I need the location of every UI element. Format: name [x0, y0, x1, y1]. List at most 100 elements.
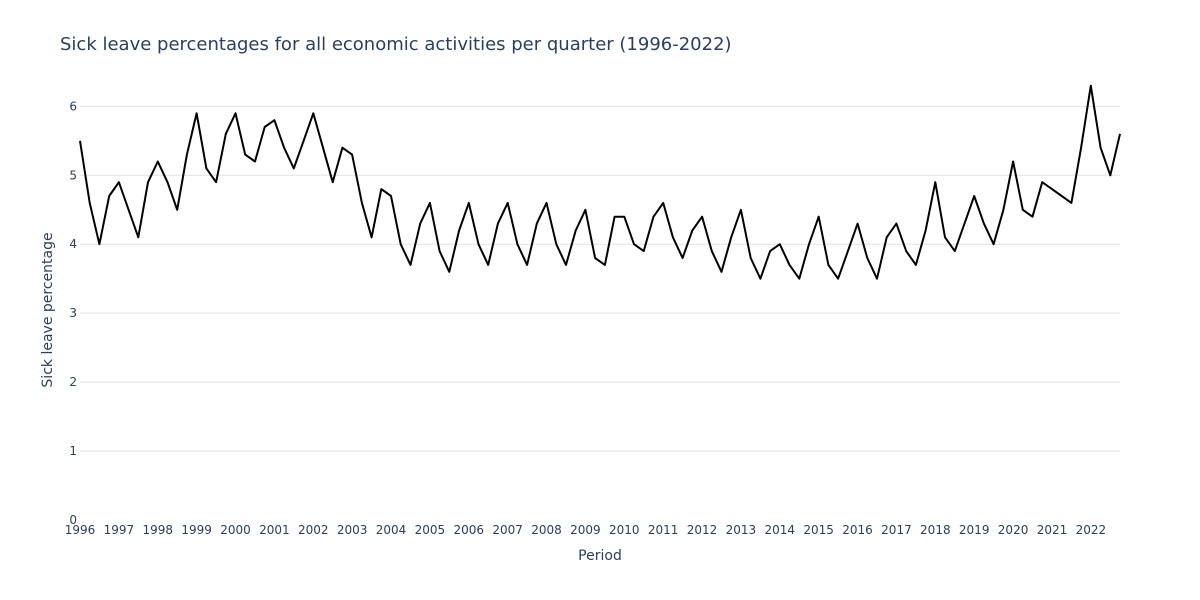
data-point[interactable]: 2011 Q2: 4.1	[670, 234, 676, 240]
data-point[interactable]: 2019 Q3: 4	[991, 241, 997, 247]
data-point[interactable]: 2010 Q4: 4.4	[651, 214, 657, 220]
data-point[interactable]: 2012 Q4: 4.1	[728, 234, 734, 240]
data-point[interactable]: 2004 Q4: 4.3	[417, 221, 423, 227]
data-point[interactable]: 2006 Q2: 4	[476, 241, 482, 247]
data-point[interactable]: 2008 Q4: 4.2	[573, 228, 579, 234]
data-point[interactable]: 2008 Q3: 3.7	[563, 262, 569, 268]
data-point[interactable]: 1999 Q2: 5.1	[203, 165, 209, 171]
data-point[interactable]: 2005 Q4: 4.2	[456, 228, 462, 234]
data-point[interactable]: 2001 Q4: 5.5	[301, 138, 307, 144]
data-point[interactable]: 2000 Q3: 5.2	[252, 159, 258, 165]
data-point[interactable]: 2014 Q1: 4	[777, 241, 783, 247]
data-point[interactable]: 2015 Q1: 4.4	[816, 214, 822, 220]
data-point[interactable]: 2006 Q4: 4.3	[495, 221, 501, 227]
data-point[interactable]: 2021 Q4: 5.4	[1078, 145, 1084, 151]
data-point[interactable]: 2013 Q4: 3.9	[767, 248, 773, 254]
data-point[interactable]: 2010 Q1: 4.4	[621, 214, 627, 220]
data-point[interactable]: 2020 Q3: 4.4	[1030, 214, 1036, 220]
data-point[interactable]: 2005 Q1: 4.6	[427, 200, 433, 206]
data-point[interactable]: 2014 Q2: 3.7	[787, 262, 793, 268]
data-point[interactable]: 1998 Q1: 5.2	[155, 159, 161, 165]
data-point[interactable]: 2005 Q2: 3.9	[437, 248, 443, 254]
data-point[interactable]: 2013 Q2: 3.8	[748, 255, 754, 261]
data-point[interactable]: 2018 Q2: 4.1	[942, 234, 948, 240]
data-point[interactable]: 2020 Q1: 5.2	[1010, 159, 1016, 165]
data-point[interactable]: 2011 Q4: 4.2	[689, 228, 695, 234]
data-point[interactable]: 2002 Q4: 5.4	[339, 145, 345, 151]
data-point[interactable]: 2022 Q3: 5	[1107, 172, 1113, 178]
data-point[interactable]: 2007 Q2: 4	[514, 241, 520, 247]
data-point[interactable]: 2021 Q3: 4.6	[1068, 200, 1074, 206]
data-point[interactable]: 2004 Q3: 3.7	[408, 262, 414, 268]
data-point[interactable]: 2004 Q1: 4.7	[388, 193, 394, 199]
data-point[interactable]: 1996 Q1: 5.5	[77, 138, 83, 144]
data-point[interactable]: 2013 Q1: 4.5	[738, 207, 744, 213]
data-point[interactable]: 2006 Q1: 4.6	[466, 200, 472, 206]
data-point[interactable]: 2002 Q3: 4.9	[330, 179, 336, 185]
data-point[interactable]: 2015 Q2: 3.7	[825, 262, 831, 268]
data-point[interactable]: 2021 Q2: 4.7	[1059, 193, 1065, 199]
data-point[interactable]: 2007 Q3: 3.7	[524, 262, 530, 268]
data-point[interactable]: 2017 Q4: 4.2	[923, 228, 929, 234]
data-point[interactable]: 2014 Q3: 3.5	[796, 276, 802, 282]
data-point[interactable]: 1999 Q3: 4.9	[213, 179, 219, 185]
data-point[interactable]: 2000 Q4: 5.7	[262, 124, 268, 130]
data-point[interactable]: 2009 Q4: 4.4	[612, 214, 618, 220]
data-point[interactable]: 2018 Q1: 4.9	[932, 179, 938, 185]
data-point[interactable]: 2008 Q1: 4.6	[544, 200, 550, 206]
data-point[interactable]: 1996 Q3: 4	[96, 241, 102, 247]
data-point[interactable]: 2009 Q2: 3.8	[592, 255, 598, 261]
data-point[interactable]: 2003 Q3: 4.1	[369, 234, 375, 240]
data-point[interactable]: 1997 Q4: 4.9	[145, 179, 151, 185]
data-point[interactable]: 2015 Q4: 3.9	[845, 248, 851, 254]
data-point[interactable]: 2022 Q2: 5.4	[1098, 145, 1104, 151]
data-point[interactable]: 1998 Q2: 4.9	[165, 179, 171, 185]
data-point[interactable]: 2010 Q2: 4	[631, 241, 637, 247]
data-point[interactable]: 2022 Q4: 5.6	[1117, 131, 1123, 137]
data-point[interactable]: 2015 Q3: 3.5	[835, 276, 841, 282]
data-point[interactable]: 2000 Q2: 5.3	[242, 152, 248, 158]
data-point[interactable]: 2008 Q2: 4	[553, 241, 559, 247]
data-point[interactable]: 2012 Q1: 4.4	[699, 214, 705, 220]
data-point[interactable]: 2017 Q1: 4.3	[893, 221, 899, 227]
data-point[interactable]: 2010 Q3: 3.9	[641, 248, 647, 254]
data-point[interactable]: 1997 Q2: 4.5	[126, 207, 132, 213]
data-point[interactable]: 1999 Q1: 5.9	[194, 110, 200, 116]
data-point[interactable]: 1998 Q4: 5.3	[184, 152, 190, 158]
data-point[interactable]: 2006 Q3: 3.7	[485, 262, 491, 268]
data-point[interactable]: 2001 Q1: 5.8	[271, 117, 277, 123]
data-point[interactable]: 2002 Q2: 5.4	[320, 145, 326, 151]
data-point[interactable]: 1999 Q4: 5.6	[223, 131, 229, 137]
data-point[interactable]: 2007 Q4: 4.3	[534, 221, 540, 227]
data-point[interactable]: 2020 Q2: 4.5	[1020, 207, 1026, 213]
data-point[interactable]: 2018 Q3: 3.9	[952, 248, 958, 254]
data-point[interactable]: 2009 Q3: 3.7	[602, 262, 608, 268]
data-point[interactable]: 2001 Q2: 5.4	[281, 145, 287, 151]
data-point[interactable]: 2017 Q2: 3.9	[903, 248, 909, 254]
data-point[interactable]: 2016 Q3: 3.5	[874, 276, 880, 282]
data-point[interactable]: 2017 Q3: 3.7	[913, 262, 919, 268]
data-point[interactable]: 1996 Q2: 4.6	[87, 200, 93, 206]
data-point[interactable]: 2011 Q1: 4.6	[660, 200, 666, 206]
data-point[interactable]: 2016 Q1: 4.3	[855, 221, 861, 227]
data-point[interactable]: 2022 Q1: 6.3	[1088, 83, 1094, 89]
data-point[interactable]: 2003 Q1: 5.3	[349, 152, 355, 158]
data-point[interactable]: 2000 Q1: 5.9	[233, 110, 239, 116]
data-point[interactable]: 2012 Q3: 3.6	[719, 269, 725, 275]
data-point[interactable]: 2009 Q1: 4.5	[582, 207, 588, 213]
data-point[interactable]: 2003 Q2: 4.6	[359, 200, 365, 206]
data-point[interactable]: 2002 Q1: 5.9	[310, 110, 316, 116]
data-point[interactable]: 2020 Q4: 4.9	[1039, 179, 1045, 185]
data-point[interactable]: 2005 Q3: 3.6	[446, 269, 452, 275]
data-point[interactable]: 2013 Q3: 3.5	[757, 276, 763, 282]
data-point[interactable]: 2018 Q4: 4.3	[962, 221, 968, 227]
data-point[interactable]: 1997 Q3: 4.1	[135, 234, 141, 240]
data-point[interactable]: 1998 Q3: 4.5	[174, 207, 180, 213]
data-point[interactable]: 1996 Q4: 4.7	[106, 193, 112, 199]
data-point[interactable]: 2003 Q4: 4.8	[378, 186, 384, 192]
data-point[interactable]: 2011 Q3: 3.8	[680, 255, 686, 261]
data-point[interactable]: 2001 Q3: 5.1	[291, 165, 297, 171]
data-point[interactable]: 2019 Q4: 4.5	[1000, 207, 1006, 213]
data-point[interactable]: 2007 Q1: 4.6	[505, 200, 511, 206]
data-point[interactable]: 1997 Q1: 4.9	[116, 179, 122, 185]
